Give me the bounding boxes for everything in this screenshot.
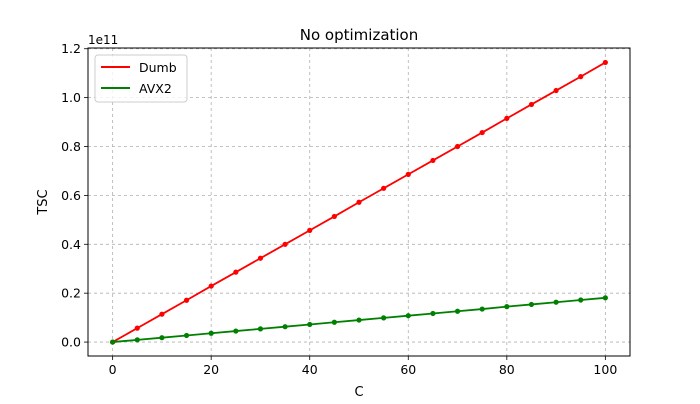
data-point-dumb (454, 143, 461, 150)
data-point-avx2 (504, 304, 510, 310)
ticks: 0 20 40 60 80 100 0.0 0.2 0.4 0.6 0.8 1.0 1.2 (61, 41, 617, 377)
x-tick-label: 20 (203, 362, 219, 377)
data-point-dumb (159, 311, 165, 317)
data-point-dumb (307, 227, 313, 233)
data-point-dumb (381, 185, 387, 191)
y-tick-label: 1.2 (61, 41, 81, 56)
data-point-dumb (208, 283, 214, 289)
y-tick-label: 0.8 (61, 139, 81, 154)
data-point-avx2 (602, 295, 608, 301)
data-point-dumb (578, 74, 584, 80)
data-point-avx2 (331, 319, 337, 325)
data-point-avx2 (479, 306, 485, 312)
data-point-avx2 (528, 301, 535, 308)
y-tick-label: 1.0 (61, 90, 81, 105)
series-layer (110, 59, 608, 345)
data-point-avx2 (159, 335, 165, 341)
data-point-avx2 (430, 310, 436, 317)
data-point-avx2 (454, 308, 461, 314)
data-point-dumb (233, 269, 239, 275)
data-point-dumb (479, 129, 485, 136)
data-point-avx2 (578, 297, 584, 303)
y-axis-offset-text: 1e11 (88, 33, 118, 47)
plot-frame (87, 47, 631, 357)
y-tick-label: 0.2 (61, 286, 81, 301)
y-tick-label: 0.4 (61, 237, 81, 252)
legend-label-dumb: Dumb (139, 60, 177, 75)
data-point-dumb (331, 213, 337, 220)
chart-title: No optimization (300, 26, 419, 44)
legend-label-avx2: AVX2 (139, 81, 172, 96)
data-point-dumb (405, 171, 411, 177)
data-point-dumb (257, 255, 264, 261)
data-point-dumb (504, 115, 510, 121)
data-point-dumb (356, 199, 362, 205)
data-point-avx2 (381, 315, 387, 321)
grid (88, 48, 630, 356)
x-tick-label: 60 (400, 362, 416, 377)
data-point-avx2 (134, 337, 140, 343)
data-point-avx2 (183, 332, 190, 339)
data-point-avx2 (257, 326, 264, 332)
x-axis-label: C (354, 385, 363, 400)
x-tick-label: 80 (499, 362, 515, 377)
data-point-avx2 (208, 330, 214, 336)
data-point-dumb (282, 241, 288, 247)
data-point-avx2 (553, 299, 559, 305)
y-tick-label: 0.6 (61, 188, 81, 203)
data-point-dumb (553, 87, 559, 94)
x-tick-label: 40 (302, 362, 318, 377)
data-point-avx2 (405, 313, 411, 319)
data-point-avx2 (233, 328, 239, 334)
x-tick-label: 0 (109, 362, 117, 377)
data-point-dumb (183, 297, 190, 303)
y-axis-label: TSC (36, 189, 51, 215)
data-point-avx2 (110, 339, 116, 345)
legend: Dumb AVX2 (94, 54, 188, 103)
data-point-dumb (134, 325, 140, 331)
data-point-avx2 (282, 324, 288, 330)
data-point-dumb (602, 59, 608, 66)
data-point-avx2 (356, 317, 362, 323)
y-tick-label: 0.0 (61, 335, 81, 350)
data-point-avx2 (307, 321, 313, 328)
x-tick-label: 100 (593, 362, 617, 377)
data-point-dumb (430, 157, 436, 164)
data-point-dumb (528, 101, 535, 108)
